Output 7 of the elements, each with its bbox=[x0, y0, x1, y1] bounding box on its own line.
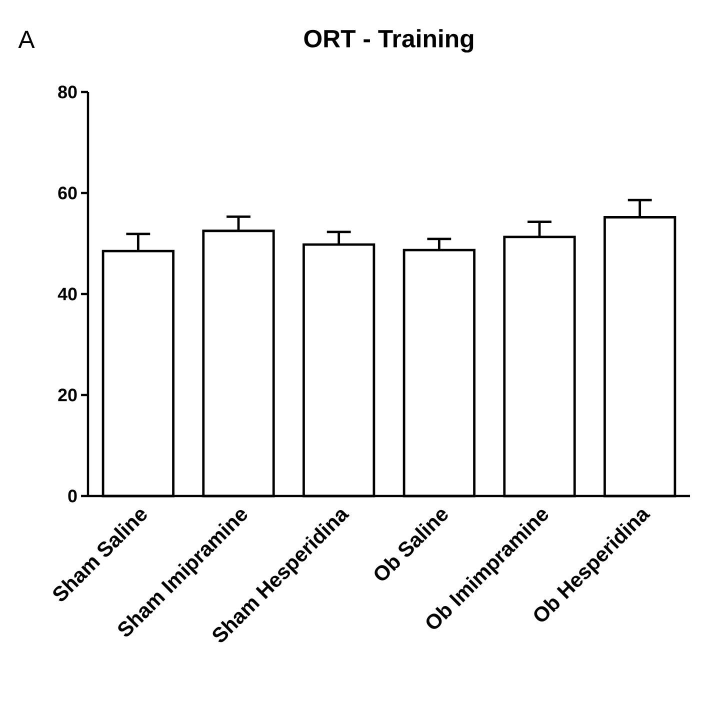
y-tick-label: 20 bbox=[58, 388, 77, 402]
y-tick-label: 40 bbox=[58, 288, 77, 300]
y-tick-label: 0 bbox=[68, 490, 77, 502]
chart-title: ORT - Training bbox=[304, 29, 474, 53]
text: A bbox=[18, 30, 35, 48]
y-tick-label: 80 bbox=[58, 86, 77, 98]
y-tick-label: 60 bbox=[58, 186, 77, 200]
